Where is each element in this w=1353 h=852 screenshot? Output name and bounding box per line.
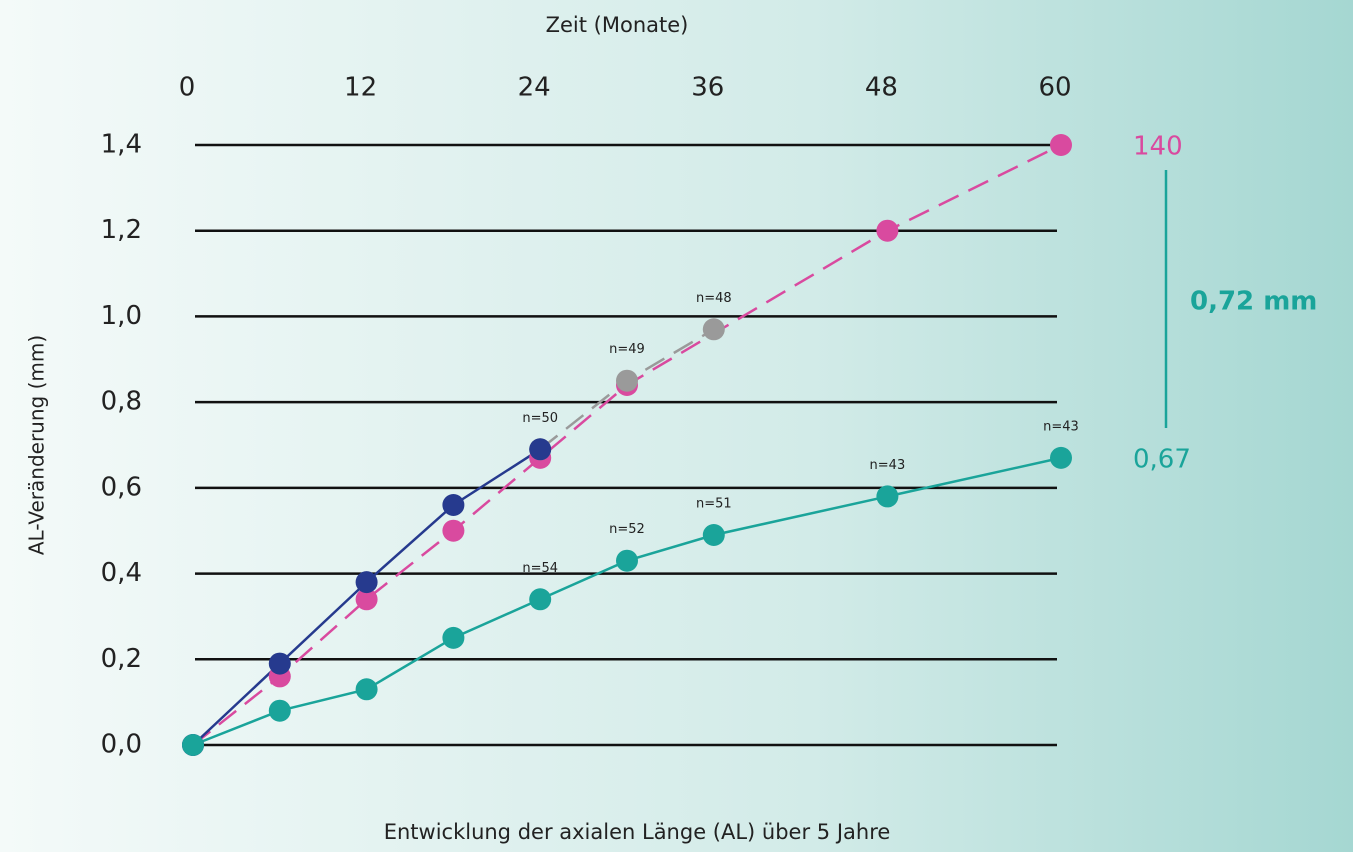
data-point [529,588,552,611]
data-point [442,494,465,516]
y-tick-label: 0,0 [101,730,142,760]
data-point [268,699,291,722]
point-label: n=52 [609,522,645,537]
data-point [355,588,378,611]
end-label: 140 [1133,132,1183,162]
difference-label: 0,72 mm [1190,287,1317,317]
data-point [876,219,899,242]
caption: Entwicklung der axialen Länge (AL) über … [384,820,891,844]
x-tick-label: 24 [518,73,551,103]
point-label: n=43 [870,458,906,473]
data-point [268,652,291,675]
data-point [616,369,638,392]
y-tick-label: 0,2 [101,644,142,674]
data-point [442,626,465,649]
x-tick-label: 12 [344,73,377,103]
data-point [702,318,725,341]
y-tick-label: 1,0 [101,301,142,331]
point-label: n=48 [696,291,732,306]
data-point [702,524,725,546]
x-tick-label: 36 [691,73,724,103]
data-point [1050,134,1072,156]
point-label: n=54 [522,561,558,576]
point-label: n=51 [696,497,732,512]
x-axis-title: Zeit (Monate) [546,13,689,37]
point-label: n=43 [1043,419,1079,434]
y-tick-label: 1,2 [101,215,142,245]
data-point [355,571,378,594]
x-tick-label: 48 [865,73,898,103]
data-point [355,678,378,701]
x-tick-label: 60 [1038,73,1071,103]
data-point [182,734,204,756]
y-tick-label: 0,4 [101,558,142,588]
data-point [876,485,899,508]
y-tick-label: 0,6 [101,472,142,502]
data-point [442,519,465,542]
end-label: 0,67 [1133,444,1191,474]
y-axis-title: AL-Veränderung (mm) [25,335,49,555]
data-point [529,438,552,461]
x-tick-label: 0 [179,73,196,103]
data-point [1050,446,1072,469]
y-tick-label: 1,4 [101,130,142,160]
y-tick-label: 0,8 [101,387,142,417]
point-label: n=50 [522,411,558,426]
point-label: n=49 [609,342,645,357]
data-point [616,549,638,572]
